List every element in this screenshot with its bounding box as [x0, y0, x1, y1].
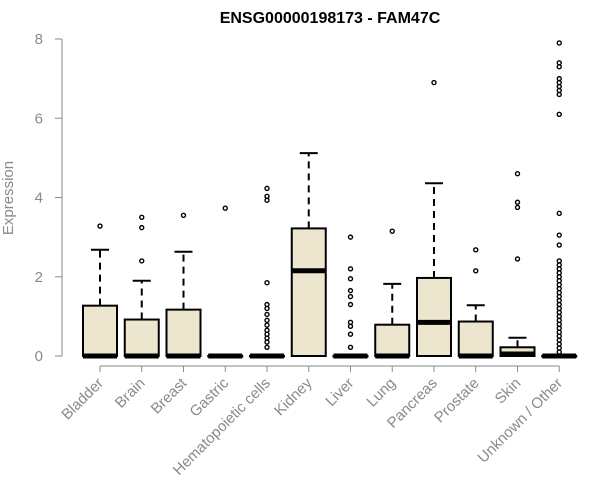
box-bladder: [82, 223, 118, 359]
box-gastric: [207, 205, 244, 359]
box-prostate: [457, 247, 494, 359]
outlier-point: [389, 228, 395, 234]
y-tick-label: 0: [35, 348, 43, 365]
x-tick-label: Liver: [322, 375, 357, 410]
box-lung: [374, 228, 411, 359]
outlier-point: [264, 327, 270, 333]
outlier-point: [347, 287, 354, 294]
outlier-point: [556, 242, 562, 248]
x-tick-label: Lung: [363, 375, 399, 411]
outlier-point: [514, 171, 521, 177]
outlier-point: [556, 75, 562, 82]
outlier-point: [347, 344, 354, 350]
y-axis: 0 2 4 6 8: [35, 31, 63, 365]
outlier-point: [139, 258, 145, 264]
box-body: [290, 227, 327, 357]
outlier-point: [139, 224, 145, 231]
box-hematopoietic-cells: [249, 185, 285, 359]
outlier-point: [347, 319, 354, 326]
outlier-point: [347, 234, 354, 240]
outlier-point: [264, 322, 270, 328]
y-tick-label: 6: [35, 110, 43, 127]
outlier-point: [347, 301, 354, 308]
chart-title: ENSG00000198173 - FAM47C: [220, 10, 441, 27]
x-tick-label: Kidney: [271, 374, 316, 419]
box-body: [457, 320, 494, 357]
outlier-point: [264, 344, 270, 350]
outlier-point: [556, 232, 562, 238]
y-tick-label: 2: [35, 269, 43, 286]
outlier-point: [97, 223, 103, 229]
outlier-point: [514, 199, 521, 205]
box-breast: [165, 212, 202, 359]
outlier-point: [264, 311, 270, 318]
outlier-point: [347, 276, 354, 282]
box-kidney: [290, 152, 327, 357]
outlier-point: [431, 79, 437, 86]
x-tick-label: Brain: [112, 375, 149, 412]
y-tick-label: 4: [35, 190, 43, 207]
outlier-point: [264, 185, 270, 192]
outlier-point: [556, 40, 562, 46]
box-body: [82, 304, 118, 357]
x-tick-label: Bladder: [58, 375, 107, 424]
outlier-point: [222, 205, 228, 211]
box-skin: [499, 171, 536, 358]
outlier-point: [556, 258, 562, 264]
outlier-point: [473, 268, 479, 274]
outlier-point: [139, 214, 145, 221]
x-tick-label: Breast: [148, 374, 191, 417]
outlier-point: [180, 212, 187, 219]
outlier-point: [514, 256, 521, 262]
box-body: [123, 318, 160, 358]
boxes-layer: [82, 40, 578, 359]
x-tick-label: Skin: [492, 375, 525, 408]
box-unknown-other: [541, 40, 578, 359]
outlier-point: [514, 204, 521, 211]
box-body: [165, 308, 202, 358]
y-axis-title: Expression: [0, 161, 17, 235]
outlier-point: [264, 301, 270, 308]
outlier-point: [556, 111, 562, 117]
outlier-point: [347, 266, 354, 272]
outlier-point: [347, 331, 354, 337]
y-tick-label: 8: [35, 31, 43, 48]
outlier-point: [556, 60, 562, 66]
x-tick-label: Prostate: [431, 375, 483, 427]
box-brain: [123, 214, 160, 359]
outlier-point: [264, 317, 270, 324]
box-pancreas: [416, 79, 452, 357]
box-liver: [332, 234, 369, 359]
outlier-point: [556, 210, 562, 217]
outlier-point: [264, 279, 270, 286]
outlier-point: [473, 247, 479, 253]
box-body: [374, 323, 411, 358]
outlier-point: [264, 193, 270, 200]
box-body: [416, 276, 452, 357]
outlier-point: [347, 293, 354, 300]
